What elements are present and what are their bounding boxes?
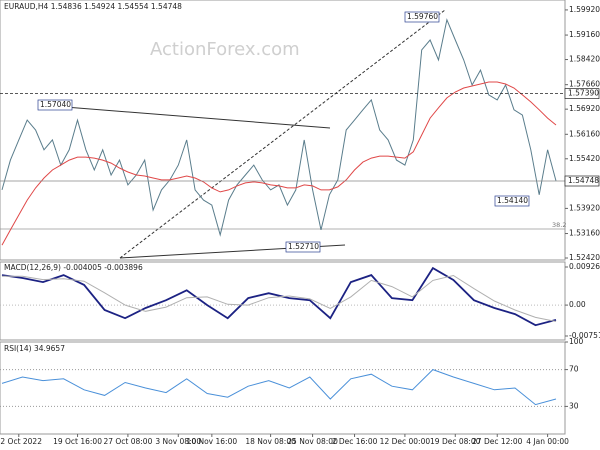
y-tick-label: 1.53920 xyxy=(569,203,600,212)
watermark: ActionForex.com xyxy=(150,39,300,60)
series-line xyxy=(1,81,557,246)
annotation-box xyxy=(494,195,530,207)
level-box xyxy=(564,175,600,187)
y-tick-label: 1.59920 xyxy=(569,5,600,14)
series-line xyxy=(1,369,557,406)
y-tick-label: 1.52420 xyxy=(569,253,600,262)
x-tick-label: 19 Oct 16:00 xyxy=(53,437,102,446)
y-tick-label: 0.00 xyxy=(569,300,586,309)
y-tick-label: 1.59160 xyxy=(569,30,600,39)
annotation-box xyxy=(37,99,73,111)
x-tick-label: 25 Nov 08:00 xyxy=(287,437,338,446)
rsi-title: RSI(14) 34.9657 xyxy=(4,344,65,353)
x-tick-label: 18 Nov 08:00 xyxy=(245,437,296,446)
y-tick-label: 1.56160 xyxy=(569,129,600,138)
annotation: 1.52710 xyxy=(288,242,319,251)
level-label: 1.57390 xyxy=(568,89,599,98)
x-tick-label: 12 Oct 2022 xyxy=(0,437,42,446)
x-tick-label: 3 Nov 08:00 xyxy=(155,437,201,446)
y-tick-label: 1.55420 xyxy=(569,154,600,163)
annotation: 1.54140 xyxy=(497,196,528,205)
x-tick-label: 4 Jan 00:00 xyxy=(526,437,569,446)
chart-title: EURAUD,H4 1.54836 1.54924 1.54554 1.5474… xyxy=(4,2,182,11)
macd-panel xyxy=(0,261,566,341)
x-tick-label: 19 Dec 08:00 xyxy=(430,437,481,446)
y-tick-label: 1.58420 xyxy=(569,55,600,64)
y-tick-label: -0.007517 xyxy=(569,331,600,340)
series-line xyxy=(2,274,557,322)
x-tick-label: 27 Oct 08:00 xyxy=(103,437,152,446)
channel-line xyxy=(119,9,446,259)
series-line xyxy=(1,266,557,327)
annotation: 1.57040 xyxy=(40,100,71,109)
trend-line xyxy=(39,104,331,129)
price-panel xyxy=(0,0,566,261)
level-box xyxy=(564,88,600,99)
y-tick-label: 1.57660 xyxy=(569,80,600,89)
series-line xyxy=(1,18,557,237)
y-tick-label: 100 xyxy=(569,337,584,346)
x-tick-label: 27 Dec 12:00 xyxy=(472,437,523,446)
x-tick-label: 12 Dec 00:00 xyxy=(380,437,431,446)
annotation: 1.59760 xyxy=(407,12,438,21)
level-label: 1.54748 xyxy=(568,176,599,185)
annotation: 38.2 xyxy=(552,221,566,229)
rsi-panel xyxy=(0,341,566,435)
x-tick-label: 10 Nov 16:00 xyxy=(187,437,238,446)
y-tick-label: 1.53160 xyxy=(569,229,600,238)
y-tick-label: 70 xyxy=(569,365,579,374)
y-tick-label: 30 xyxy=(569,401,579,410)
annotation-box xyxy=(404,11,440,23)
annotation-box xyxy=(285,241,321,253)
y-tick-label: 1.56920 xyxy=(569,104,600,113)
x-tick-label: 2 Dec 16:00 xyxy=(332,437,378,446)
y-tick-label: 0.009263 xyxy=(569,262,600,271)
macd-title: MACD(12,26,9) -0.004005 -0.003896 xyxy=(4,263,143,272)
